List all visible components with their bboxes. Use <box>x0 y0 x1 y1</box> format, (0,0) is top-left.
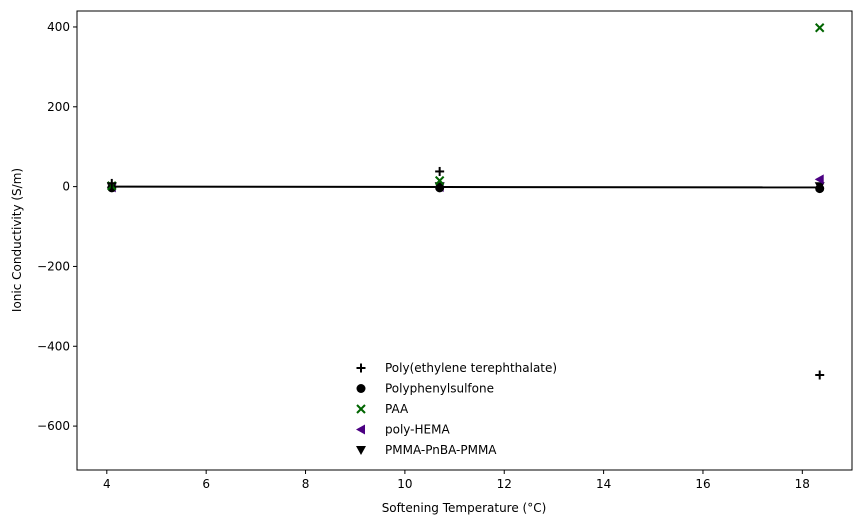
legend-label: PAA <box>385 402 409 416</box>
legend-label: Polyphenylsulfone <box>385 382 494 396</box>
x-tick-label: 18 <box>795 477 810 491</box>
legend-label: PMMA-PnBA-PMMA <box>385 443 497 457</box>
y-axis-label: Ionic Conductivity (S/m) <box>10 168 24 312</box>
data-point-circle <box>815 184 825 194</box>
x-axis-ticks: 4 6 8 10 12 14 16 18 <box>103 470 810 491</box>
y-tick-label: 400 <box>47 20 70 34</box>
legend-label: Poly(ethylene terephthalate) <box>385 361 557 375</box>
y-tick-label: −600 <box>37 419 70 433</box>
plot-area <box>76 10 853 471</box>
x-tick-label: 4 <box>103 477 111 491</box>
legend-marker-triangle-left <box>356 424 365 435</box>
x-tick-label: 8 <box>302 477 310 491</box>
data-point-plus <box>815 370 825 380</box>
fit-line <box>111 185 820 189</box>
y-axis-ticks: 400 200 0 −200 −400 −600 <box>37 20 77 433</box>
y-tick-label: −200 <box>37 259 70 273</box>
x-axis-label: Softening Temperature (°C) <box>382 501 547 515</box>
legend-marker-plus <box>356 363 366 373</box>
data-point-x <box>815 23 825 33</box>
y-tick-label: 200 <box>47 100 70 114</box>
legend-marker-x <box>356 404 366 414</box>
data-point-plus <box>107 178 117 188</box>
data-point-plus <box>435 166 445 176</box>
data-point-x <box>434 175 445 186</box>
legend-marker-triangle-down <box>356 446 366 455</box>
y-tick-label: −400 <box>37 339 70 353</box>
legend: Poly(ethylene terephthalate) Polyphenylsu… <box>356 361 557 457</box>
x-tick-label: 14 <box>596 477 611 491</box>
x-tick-label: 10 <box>397 477 412 491</box>
data-points <box>106 23 825 380</box>
legend-marker-circle <box>356 384 366 393</box>
data-point-circle <box>435 183 445 193</box>
y-tick-label: 0 <box>62 180 70 194</box>
x-tick-label: 16 <box>695 477 710 491</box>
x-tick-label: 12 <box>497 477 512 491</box>
data-point-triangle-left <box>814 174 824 185</box>
fit-line-layer <box>111 185 820 189</box>
legend-label: poly-HEMA <box>385 423 450 437</box>
x-tick-label: 6 <box>202 477 210 491</box>
